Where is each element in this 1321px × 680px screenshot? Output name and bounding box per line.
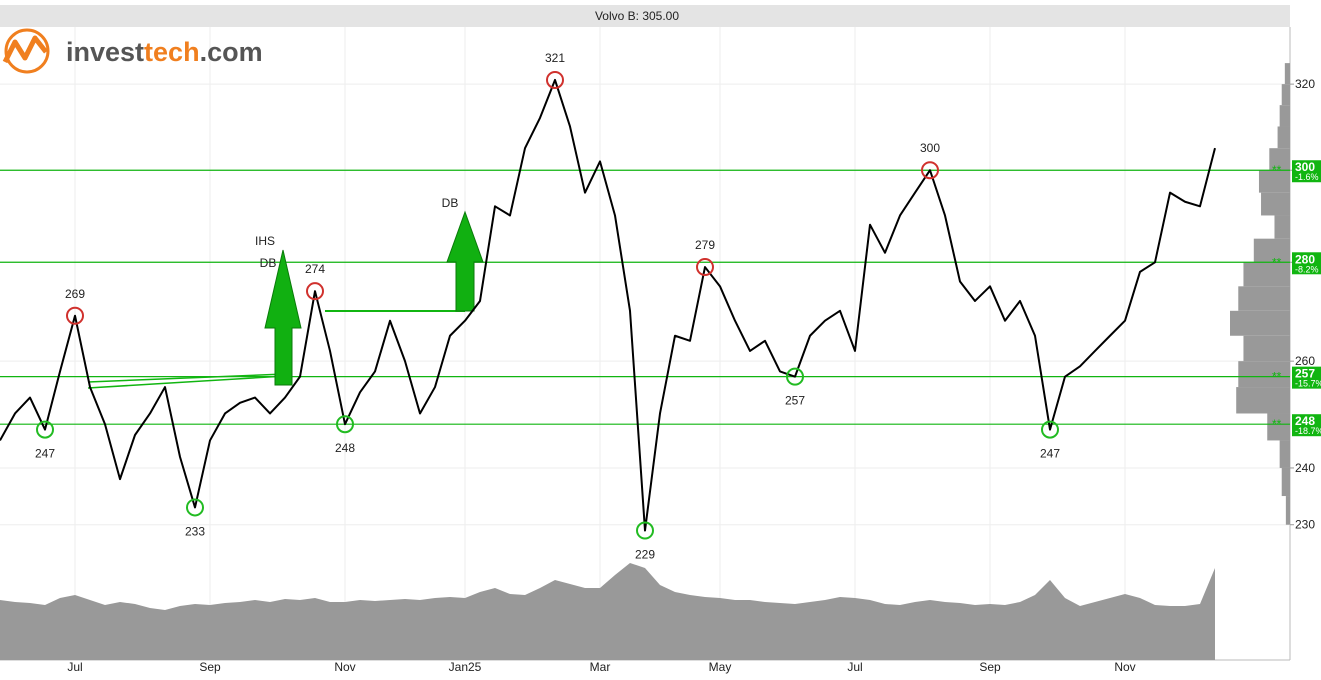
extreme-label: 248 <box>335 441 355 455</box>
volume-area <box>0 563 1215 660</box>
x-tick-label: Jul <box>67 660 82 674</box>
x-tick-label: Nov <box>334 660 355 674</box>
level-marker: ** <box>1272 255 1282 269</box>
extreme-marker <box>66 306 84 325</box>
extreme-label: 269 <box>65 287 85 301</box>
volume-profile-bar <box>1238 361 1290 388</box>
extreme-marker <box>546 70 564 89</box>
volume-profile-bar <box>1284 63 1290 85</box>
x-tick-label: Jul <box>847 660 862 674</box>
logo-zigzag <box>2 35 48 64</box>
volume-profile-bar <box>1281 84 1290 106</box>
pattern-label: IHS <box>255 234 275 248</box>
extreme-label: 247 <box>1040 447 1060 461</box>
x-tick-label: Mar <box>590 660 611 674</box>
volume-profile-bar <box>1243 335 1290 362</box>
y-tick-label: 230 <box>1295 518 1315 532</box>
extreme-label: 274 <box>305 262 325 276</box>
extreme-marker <box>186 498 204 517</box>
title-bar <box>0 5 1290 27</box>
level-box <box>1292 414 1321 437</box>
volume-profile-bar <box>1253 238 1290 263</box>
pattern-shapes: IHS DB DB <box>87 196 484 389</box>
volume-profile-bar <box>1279 440 1290 468</box>
pattern-arrow <box>264 249 302 386</box>
volume-profile-bar <box>1274 215 1290 239</box>
extreme-label: 321 <box>545 51 565 65</box>
level-box <box>1292 160 1321 183</box>
extreme-label: 233 <box>185 524 205 538</box>
chart-title: Volvo B: 305.00 <box>595 9 679 23</box>
logo-part: invest <box>66 37 144 67</box>
x-tick-label: May <box>709 660 732 674</box>
level-label: 248 <box>1295 414 1315 428</box>
trend-line <box>87 373 286 383</box>
volume-profile-bar <box>1267 413 1290 441</box>
volume-profile-bar <box>1236 387 1290 414</box>
level-label: 280 <box>1295 252 1315 266</box>
grid: 230 240 260 280 300 320 Jul Sep Nov Jan25 Mar May Ju… <box>0 27 1315 674</box>
volume-profile-bar <box>1230 310 1290 336</box>
x-tick-label: Jan25 <box>449 660 482 674</box>
level-change: -18.7% <box>1295 426 1321 436</box>
logo: investtech.com <box>2 28 263 74</box>
trend-line <box>87 375 286 389</box>
background-marks <box>0 63 1290 660</box>
foreground-marks: 300-1.6%**280-8.2%**257-15.7%**248-18.7%… <box>0 51 1321 562</box>
volume-profile-bar <box>1281 467 1290 497</box>
y-tick-label: 240 <box>1295 461 1315 475</box>
pattern-arrow <box>446 210 484 312</box>
volume-profile-bar <box>1285 496 1290 525</box>
extreme-marker <box>921 161 939 180</box>
logo-part: .com <box>200 37 263 67</box>
extreme-marker <box>786 367 804 386</box>
extreme-marker <box>636 521 654 540</box>
extreme-label: 300 <box>920 141 940 155</box>
extreme-marker <box>306 282 324 301</box>
pattern-label: DB <box>260 256 277 270</box>
extreme-label: 229 <box>635 548 655 562</box>
level-marker: ** <box>1272 370 1282 384</box>
extreme-marker <box>696 258 714 277</box>
volume-profile-bar <box>1258 170 1290 193</box>
x-tick-label: Sep <box>199 660 221 674</box>
logo-ring <box>4 28 50 74</box>
extreme-label: 257 <box>785 394 805 408</box>
extreme-marker <box>36 420 54 439</box>
level-change: -8.2% <box>1295 264 1319 274</box>
level-box <box>1292 366 1321 389</box>
level-marker: ** <box>1272 163 1282 177</box>
extreme-label: 279 <box>695 238 715 252</box>
extreme-marker <box>1041 420 1059 439</box>
y-tick-label: 320 <box>1295 77 1315 91</box>
extreme-label: 247 <box>35 447 55 461</box>
level-marker: ** <box>1272 417 1282 431</box>
pattern-label: DB <box>442 196 459 210</box>
level-change: -15.7% <box>1295 379 1321 389</box>
volume-profile-bar <box>1279 105 1290 127</box>
x-tick-label: Sep <box>979 660 1001 674</box>
price-line <box>0 78 1216 532</box>
volume-profile-bar <box>1238 286 1290 311</box>
volume-profile-bar <box>1269 148 1290 171</box>
logo-part: tech <box>144 37 200 67</box>
volume-profile-bar <box>1261 192 1290 216</box>
y-tick-label: 260 <box>1295 354 1315 368</box>
x-tick-label: Nov <box>1114 660 1135 674</box>
level-label: 257 <box>1295 367 1315 381</box>
level-label: 300 <box>1295 160 1315 174</box>
level-box <box>1292 252 1321 275</box>
logo-text: investtech.com <box>66 37 263 67</box>
volume-profile-bar <box>1277 126 1290 149</box>
level-change: -1.6% <box>1295 172 1319 182</box>
extreme-marker <box>336 415 354 434</box>
volume-profile-bar <box>1243 262 1290 287</box>
